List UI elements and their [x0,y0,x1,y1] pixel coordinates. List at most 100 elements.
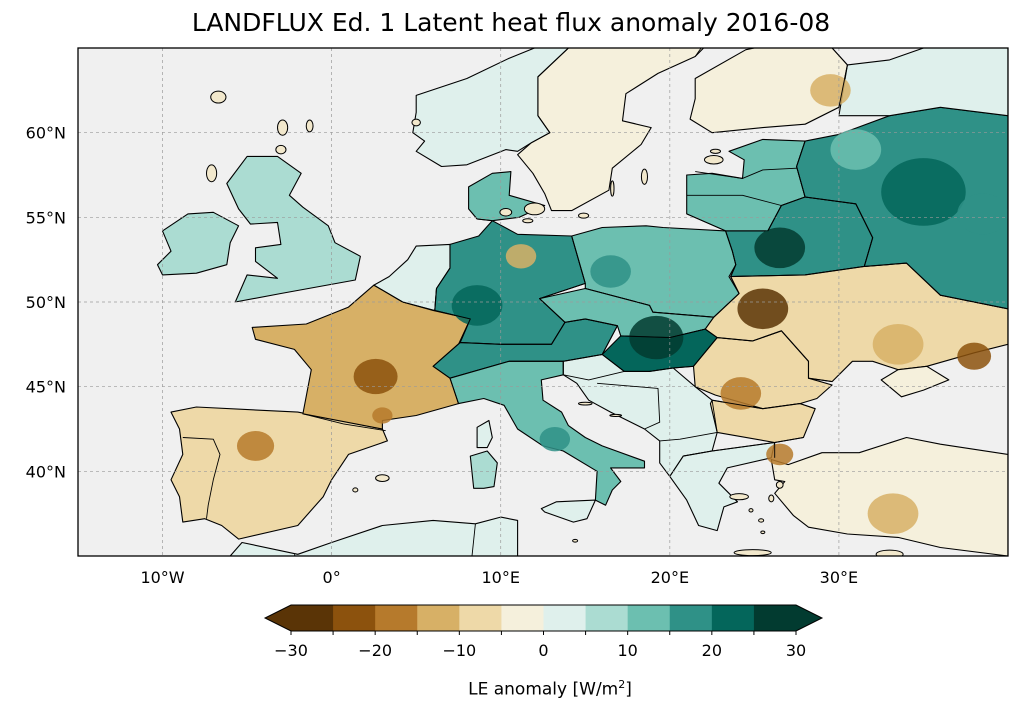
country-border [686,194,782,206]
island [610,180,615,197]
region-sicily [540,499,596,523]
colorbar-tick-label: −10 [442,641,476,660]
island [768,494,775,503]
country-border [796,140,806,198]
anomaly-spot [353,358,398,395]
colorbar-tick-label: 0 [538,641,548,660]
anomaly-spot [737,288,789,330]
region-crimea [880,365,950,398]
island [733,549,772,556]
anomaly-spot-layer [236,74,1008,534]
colorbar-extend-low [265,605,291,631]
border-layer [182,48,1008,556]
country-border [659,400,718,442]
country-border [182,437,221,519]
region-northrussia [838,48,1008,117]
anomaly-spot [867,493,919,534]
island [210,90,227,104]
country-border [597,382,661,430]
island [703,155,724,165]
island [206,164,218,183]
anomaly-spot [957,193,1008,235]
colorbar-segment [375,605,418,631]
island [305,119,314,133]
country-border [694,48,702,57]
y-tick-label: 45°N [26,378,66,397]
colorbar-segment [291,605,334,631]
island [523,202,546,216]
island-layer [206,90,904,556]
colorbar-label: LE anomaly [W/m2] [300,678,800,700]
colorbar-segment [669,605,713,631]
island [875,549,904,556]
country-border [460,235,586,345]
country-border [717,330,833,383]
island [522,218,534,224]
island [277,119,289,136]
country-border [562,361,625,381]
map-content [78,48,1008,556]
anomaly-spot [236,431,275,461]
y-tick-label: 60°N [26,124,66,143]
colorbar-tick-label: 10 [617,641,637,660]
anomaly-spot [881,158,966,226]
country-border [695,167,797,179]
colorbar-tick-label: 30 [786,641,806,660]
y-tick-label: 40°N [26,462,66,481]
region-ireland [156,211,240,276]
anomaly-spot [539,426,571,452]
country-border [477,218,493,222]
anomaly-spot [451,285,503,326]
colorbar-segment [333,605,376,631]
y-tick-label: 50°N [26,293,66,312]
region-corsica [476,419,493,449]
axis-layer: 10°W 0° 10°E 20°E 30°E 60°N 55°N 50°N 45°N 40°N [26,124,858,587]
map-frame [77,47,1009,557]
anomaly-spot [505,244,537,269]
island [775,480,784,489]
island [411,118,421,127]
country-border [373,284,471,404]
country-border [585,213,740,318]
x-tick-label: 10°W [140,568,184,587]
y-tick-label: 55°N [26,208,66,227]
country-border [730,262,1008,310]
country-border [530,48,569,144]
anomaly-spot [766,443,794,466]
country-border [302,413,386,432]
country-border [804,48,848,125]
anomaly-spot [872,324,924,365]
anomaly-spot [957,342,992,370]
x-tick-label: 10°E [481,568,519,587]
country-border [293,554,296,556]
anomaly-spot [372,407,393,424]
country-border [436,244,451,289]
island [609,413,623,417]
anomaly-spot [720,377,762,410]
colorbar-tick-label: −20 [358,641,392,660]
colorbar-segment [543,605,587,631]
colorbar-label-end: ] [625,679,632,700]
colorbar-segment [753,605,797,631]
island [578,212,590,219]
country-border [712,399,816,410]
colorbar-tick-label: −30 [274,641,308,660]
country-border [601,328,718,372]
island [760,530,766,535]
anomaly-spot [754,227,806,269]
country-border [471,523,476,556]
island [709,148,722,154]
island [572,538,579,543]
x-tick-label: 30°E [820,568,858,587]
colorbar: −30 −20 −10 0 10 20 30 [263,604,824,660]
island [375,474,390,482]
colorbar-tick-label: 20 [702,641,722,660]
country-border [509,318,618,362]
region-sardinia [469,450,498,489]
x-tick-label: 0° [323,568,341,587]
x-tick-label: 20°E [651,568,689,587]
colorbar-label-main: LE anomaly [W/m [468,679,619,700]
island [499,208,513,217]
anomaly-spot [830,129,882,170]
colorbar-segment [417,605,460,631]
